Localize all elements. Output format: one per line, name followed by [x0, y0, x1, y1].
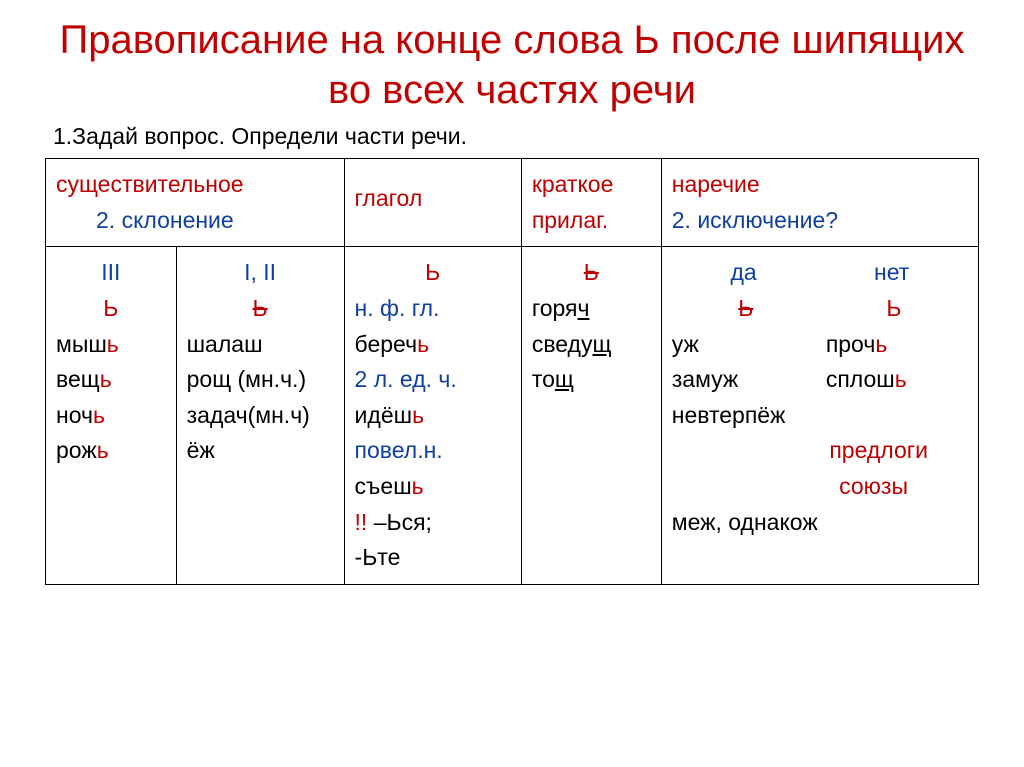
- adv-soft-ok: Ь: [886, 291, 901, 327]
- adj-w2: сведущ: [532, 327, 651, 363]
- noun3-roman: III: [56, 255, 166, 291]
- noun3-w4b: ь: [97, 437, 109, 463]
- adv-soft-strike: Ь: [738, 291, 753, 327]
- adv-l3: невтерпёж: [672, 398, 968, 434]
- verb-w2a: идёш: [355, 402, 413, 428]
- verb-w3: съешь: [355, 469, 511, 505]
- adv-row2: замуж сплошь: [672, 362, 968, 398]
- adv-r2: сплошь: [826, 362, 968, 398]
- noun3-w1a: мыш: [56, 331, 107, 357]
- header-noun: существительное 2. склонение: [46, 159, 345, 247]
- noun3-w2b: ь: [100, 366, 112, 392]
- adj-w2b: щ: [592, 331, 611, 357]
- header-verb: глагол: [344, 159, 521, 247]
- adv-r2a: сплош: [826, 366, 895, 392]
- adv-r1b: ь: [875, 331, 887, 357]
- adv-label: наречие: [672, 167, 968, 203]
- adv-l1: уж: [672, 327, 814, 363]
- subtitle: 1.Задай вопрос. Определи части речи.: [53, 123, 979, 150]
- noun3-w3a: ноч: [56, 402, 93, 428]
- noun3-w4: рожь: [56, 433, 166, 469]
- adv-yes: да: [730, 255, 756, 291]
- adv-softrow: Ь Ь: [672, 291, 968, 327]
- noun3-w4a: рож: [56, 437, 97, 463]
- body-row: III Ь мышь вещь ночь рожь I, II Ь шалаш …: [46, 247, 979, 585]
- verb-label: глагол: [355, 167, 511, 217]
- adv-yesno: да нет: [672, 255, 968, 291]
- verb-l5: -Ьте: [355, 540, 511, 576]
- adj-w3b: щ: [555, 366, 574, 392]
- adj-w2a: сведу: [532, 331, 593, 357]
- header-row: существительное 2. склонение глагол крат…: [46, 159, 979, 247]
- noun12-w1: шалаш: [187, 327, 334, 363]
- adj-w1b: ч: [577, 295, 589, 321]
- adv-prep: предлоги: [672, 433, 968, 469]
- cell-adv: да нет Ь Ь уж прочь замуж сплошь невтерп…: [661, 247, 978, 585]
- grammar-table: существительное 2. склонение глагол крат…: [45, 158, 979, 585]
- adv-no: нет: [874, 255, 909, 291]
- verb-w1b: ь: [417, 331, 429, 357]
- noun-label: существительное: [56, 167, 334, 203]
- slide-container: Правописание на конце слова Ь после шипя…: [0, 0, 1024, 767]
- noun3-w2a: вещ: [56, 366, 100, 392]
- verb-w2: идёшь: [355, 398, 511, 434]
- verb-l4a: !!: [355, 509, 374, 535]
- noun12-soft: Ь: [187, 291, 334, 327]
- adv-r1a: проч: [826, 331, 876, 357]
- adj-soft: Ь: [532, 255, 651, 291]
- noun3-w3b: ь: [93, 402, 105, 428]
- noun3-w1: мышь: [56, 327, 166, 363]
- adv-last: меж, однакож: [672, 505, 968, 541]
- cell-noun-3: III Ь мышь вещь ночь рожь: [46, 247, 177, 585]
- header-adv: наречие 2. исключение?: [661, 159, 978, 247]
- noun3-w3: ночь: [56, 398, 166, 434]
- verb-l2: 2 л. ед. ч.: [355, 362, 511, 398]
- adj-w3: тощ: [532, 362, 651, 398]
- noun12-w3: задач(мн.ч): [187, 398, 334, 434]
- cell-adj: Ь горяч сведущ тощ: [521, 247, 661, 585]
- verb-w3b: ь: [412, 473, 424, 499]
- header-adj: краткое прилаг.: [521, 159, 661, 247]
- noun3-soft: Ь: [56, 291, 166, 327]
- noun12-roman: I, II: [187, 255, 334, 291]
- noun3-w2: вещь: [56, 362, 166, 398]
- verb-w1: беречь: [355, 327, 511, 363]
- adv-conj: союзы: [672, 469, 968, 505]
- verb-l3: повел.н.: [355, 433, 511, 469]
- adj-w1a: горя: [532, 295, 578, 321]
- verb-soft: Ь: [355, 255, 511, 291]
- noun12-w4: ёж: [187, 433, 334, 469]
- noun3-w1b: ь: [107, 331, 119, 357]
- noun-sublabel: 2. склонение: [56, 203, 334, 239]
- adj-w3a: то: [532, 366, 555, 392]
- verb-l1: н. ф. гл.: [355, 291, 511, 327]
- adv-sublabel: 2. исключение?: [672, 203, 968, 239]
- adv-row1: уж прочь: [672, 327, 968, 363]
- cell-noun-12: I, II Ь шалаш рощ (мн.ч.) задач(мн.ч) ёж: [176, 247, 344, 585]
- cell-verb: Ь н. ф. гл. беречь 2 л. ед. ч. идёшь пов…: [344, 247, 521, 585]
- verb-l4: !! –Ься;: [355, 505, 511, 541]
- adj-w1: горяч: [532, 291, 651, 327]
- adv-r2b: ь: [895, 366, 907, 392]
- adv-r1: прочь: [826, 327, 968, 363]
- adj-label: краткое прилаг.: [532, 167, 651, 238]
- noun12-w2: рощ (мн.ч.): [187, 362, 334, 398]
- adv-l2: замуж: [672, 362, 814, 398]
- verb-l4b: –Ься;: [374, 509, 432, 535]
- verb-w1a: береч: [355, 331, 418, 357]
- page-title: Правописание на конце слова Ь после шипя…: [45, 15, 979, 115]
- verb-w3a: съеш: [355, 473, 412, 499]
- verb-w2b: ь: [412, 402, 424, 428]
